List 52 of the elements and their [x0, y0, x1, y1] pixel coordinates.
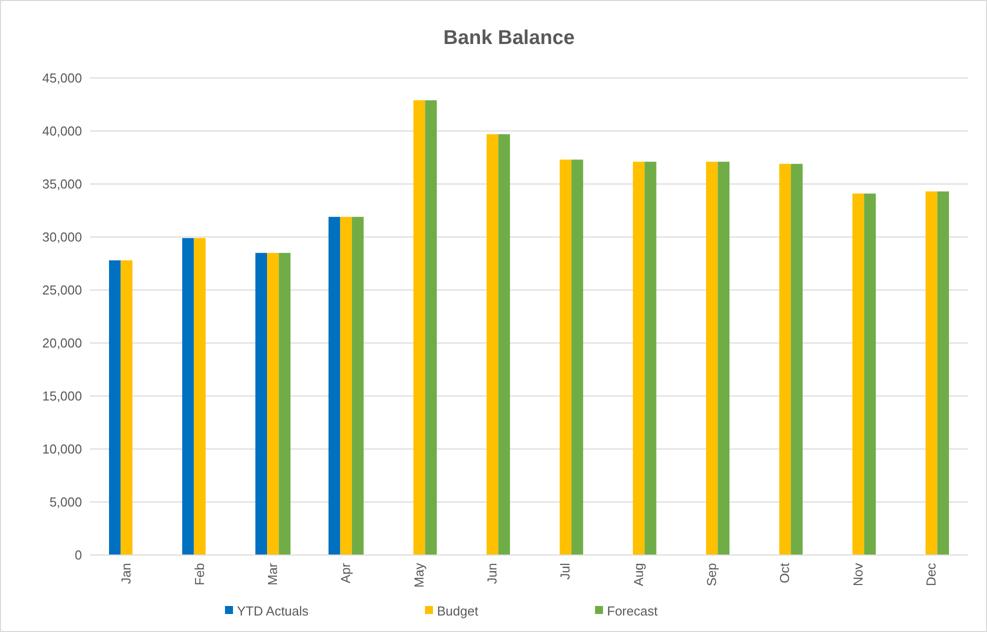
bar [120, 260, 132, 555]
bar [486, 134, 498, 555]
y-tick-label: 5,000 [49, 494, 82, 510]
bar [267, 252, 279, 555]
bar [182, 238, 194, 555]
x-tick-label: Jun [484, 563, 500, 584]
bar [926, 191, 938, 555]
y-tick-label: 45,000 [42, 70, 82, 86]
x-tick-label: Feb [192, 563, 207, 586]
bar [340, 216, 352, 555]
x-tick-label: Dec [923, 562, 938, 586]
y-tick-label: 35,000 [42, 176, 82, 192]
bar [194, 238, 206, 555]
x-tick-label: Oct [777, 562, 792, 584]
bar [718, 162, 730, 555]
bar [255, 252, 268, 555]
x-tick-label: Mar [264, 562, 280, 586]
x-tick-label: Apr [338, 562, 354, 584]
legend-label: Budget [437, 604, 479, 619]
x-tick-label: May [411, 562, 426, 588]
bar [644, 162, 656, 555]
x-tick-label: Aug [630, 563, 646, 586]
y-tick-label: 20,000 [42, 336, 82, 351]
bar [498, 134, 510, 555]
x-tick-label: Nov [850, 562, 866, 586]
y-tick-label: 0 [74, 548, 82, 563]
x-tick-label: Sep [704, 563, 719, 586]
y-tick-label: 15,000 [42, 388, 82, 404]
legend-label: Forecast [607, 604, 658, 619]
bar [109, 260, 121, 555]
bar [852, 194, 864, 555]
x-tick-label: Jan [118, 563, 134, 584]
bar [937, 191, 949, 555]
bar [571, 160, 584, 555]
y-tick-label: 10,000 [42, 442, 82, 457]
bar [864, 194, 876, 555]
y-tick-label: 25,000 [42, 282, 82, 298]
y-tick-label: 40,000 [42, 124, 82, 139]
chart-title: Bank Balance [443, 27, 575, 49]
bar [706, 162, 718, 555]
x-tick-label: Jul [558, 562, 573, 580]
bar [779, 164, 791, 555]
bar [560, 160, 572, 555]
bar [278, 252, 290, 555]
bar [328, 216, 340, 555]
bar [425, 100, 437, 555]
bar [352, 216, 364, 555]
bar [632, 162, 645, 555]
bar [413, 100, 426, 555]
y-tick-label: 30,000 [42, 230, 82, 245]
legend-label: YTD Actuals [237, 604, 310, 619]
bar [790, 164, 803, 555]
